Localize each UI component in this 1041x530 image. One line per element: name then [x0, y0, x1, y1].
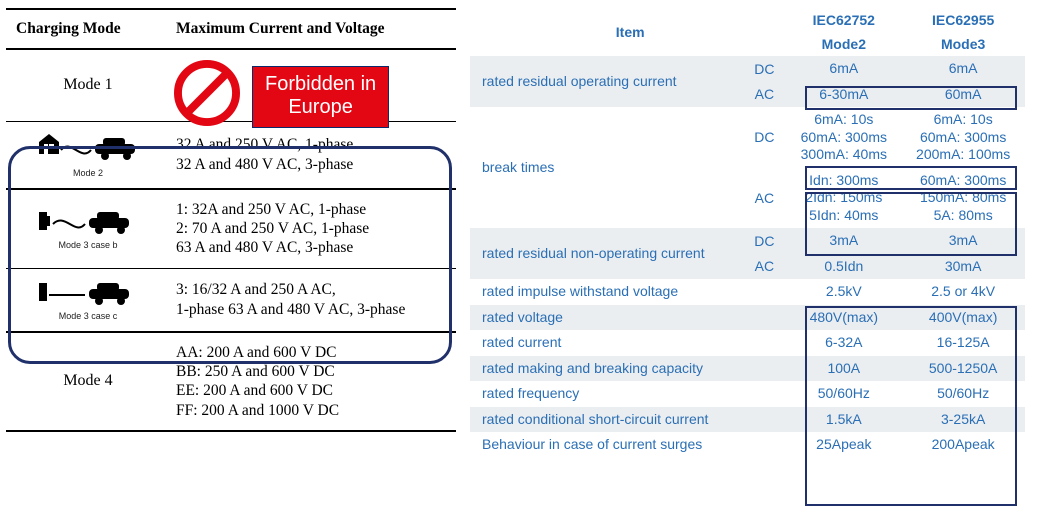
mode-2-icon-row — [16, 132, 160, 166]
mode-4-label: Mode 4 — [63, 372, 112, 389]
param-cell: rated voltage — [470, 305, 786, 331]
mode-2-spec: 32 A and 250 V AC, 1-phase 32 A and 480 … — [176, 135, 450, 174]
val-a-cell: 480V(max) — [786, 305, 901, 331]
col-charging-mode-header: Charging Mode — [6, 9, 166, 49]
val-a-cell: 6mA — [786, 56, 901, 82]
home-car-icon — [33, 132, 143, 166]
mode-3b-caption: Mode 3 case b — [16, 240, 160, 250]
forbidden-label: Forbidden in Europe — [252, 66, 389, 128]
val-b-cell: 3-25kA — [901, 407, 1025, 433]
sub-cell: DC — [742, 56, 786, 82]
val-b-cell: 6mA — [901, 56, 1025, 82]
val-a-cell: 6-32A — [786, 330, 901, 356]
header-mode-b: Mode3 — [901, 32, 1025, 56]
val-a-cell: 3mA — [786, 228, 901, 254]
val-b-cell: 200Apeak — [901, 432, 1025, 458]
table-row: rated residual non-operating currentDC3m… — [470, 228, 1025, 254]
forbidden-label-line1: Forbidden in — [265, 73, 376, 96]
charger-car-icon-2 — [33, 279, 143, 309]
mode-2-caption: Mode 2 — [16, 168, 160, 178]
param-cell: rated frequency — [470, 381, 786, 407]
param-cell: break times — [470, 107, 742, 228]
mode-3c-caption: Mode 3 case c — [16, 311, 160, 321]
val-b-cell: 60mA — [901, 82, 1025, 108]
val-a-cell: 1.5kA — [786, 407, 901, 433]
table-row: rated voltage480V(max)400V(max) — [470, 305, 1025, 331]
sub-cell: AC — [742, 254, 786, 280]
val-a-cell: Idn: 300ms 2Idn: 150ms 5Idn: 40ms — [786, 168, 901, 229]
mode-3c-icon-row — [16, 279, 160, 309]
charging-modes-table-panel: Charging Mode Maximum Current and Voltag… — [6, 8, 456, 522]
val-a-cell: 6-30mA — [786, 82, 901, 108]
forbidden-label-line2: Europe — [265, 96, 376, 119]
param-cell: Behaviour in case of current surges — [470, 432, 786, 458]
val-b-cell: 60mA: 300ms 150mA: 80ms 5A: 80ms — [901, 168, 1025, 229]
sub-cell: AC — [742, 82, 786, 108]
val-a-cell: 100A — [786, 356, 901, 382]
param-cell: rated residual non-operating current — [470, 228, 742, 279]
iec-comparison-table: Item IEC62752 IEC62955 Mode2 Mode3 rated… — [470, 8, 1025, 458]
header-std-a: IEC62752 — [786, 8, 901, 32]
header-mode-a: Mode2 — [786, 32, 901, 56]
mode-4-spec: AA: 200 A and 600 V DC BB: 250 A and 600… — [176, 343, 450, 421]
iec-comparison-panel: Item IEC62752 IEC62955 Mode2 Mode3 rated… — [470, 8, 1025, 522]
charger-car-icon — [33, 208, 143, 238]
table-row: break timesDC6mA: 10s 60mA: 300ms 300mA:… — [470, 107, 1025, 168]
table-row: rated conditional short-circuit current1… — [470, 407, 1025, 433]
param-cell: rated residual operating current — [470, 56, 742, 107]
header-std-b: IEC62955 — [901, 8, 1025, 32]
header-item: Item — [470, 8, 786, 56]
table-row: rated current6-32A16-125A — [470, 330, 1025, 356]
val-a-cell: 6mA: 10s 60mA: 300ms 300mA: 40ms — [786, 107, 901, 168]
val-b-cell: 3mA — [901, 228, 1025, 254]
param-cell: rated current — [470, 330, 786, 356]
mode-1-label: Mode 1 — [63, 76, 112, 93]
val-b-cell: 6mA: 10s 60mA: 300ms 200mA: 100ms — [901, 107, 1025, 168]
row-mode-3b: Mode 3 case b 1: 32A and 250 V AC, 1-pha… — [6, 189, 456, 269]
val-b-cell: 16-125A — [901, 330, 1025, 356]
param-cell: rated conditional short-circuit current — [470, 407, 786, 433]
table-row: Behaviour in case of current surges25Ape… — [470, 432, 1025, 458]
sub-cell: DC — [742, 228, 786, 254]
param-cell: rated making and breaking capacity — [470, 356, 786, 382]
val-b-cell: 500-1250A — [901, 356, 1025, 382]
forbidden-sign-icon — [174, 60, 240, 126]
val-b-cell: 2.5 or 4kV — [901, 279, 1025, 305]
row-mode-4: Mode 4 AA: 200 A and 600 V DC BB: 250 A … — [6, 332, 456, 432]
mode-3b-spec: 1: 32A and 250 V AC, 1-phase 2: 70 A and… — [176, 200, 450, 258]
sub-cell: AC — [742, 168, 786, 229]
table-row: rated residual operating currentDC6mA6mA — [470, 56, 1025, 82]
sub-cell: DC — [742, 107, 786, 168]
row-mode-3c: Mode 3 case c 3: 16/32 A and 250 A AC, 1… — [6, 268, 456, 332]
val-a-cell: 0.5Idn — [786, 254, 901, 280]
val-a-cell: 2.5kV — [786, 279, 901, 305]
row-mode-2: Mode 2 32 A and 250 V AC, 1-phase 32 A a… — [6, 121, 456, 189]
col-max-current-voltage-header: Maximum Current and Voltage — [166, 9, 456, 49]
val-b-cell: 50/60Hz — [901, 381, 1025, 407]
table-row: rated impulse withstand voltage2.5kV2.5 … — [470, 279, 1025, 305]
val-b-cell: 400V(max) — [901, 305, 1025, 331]
table-row: rated making and breaking capacity100A50… — [470, 356, 1025, 382]
param-cell: rated impulse withstand voltage — [470, 279, 786, 305]
val-a-cell: 50/60Hz — [786, 381, 901, 407]
table-row: rated frequency50/60Hz50/60Hz — [470, 381, 1025, 407]
val-a-cell: 25Apeak — [786, 432, 901, 458]
val-b-cell: 30mA — [901, 254, 1025, 280]
mode-3c-spec: 3: 16/32 A and 250 A AC, 1-phase 63 A an… — [176, 280, 450, 319]
mode-3b-icon-row — [16, 208, 160, 238]
